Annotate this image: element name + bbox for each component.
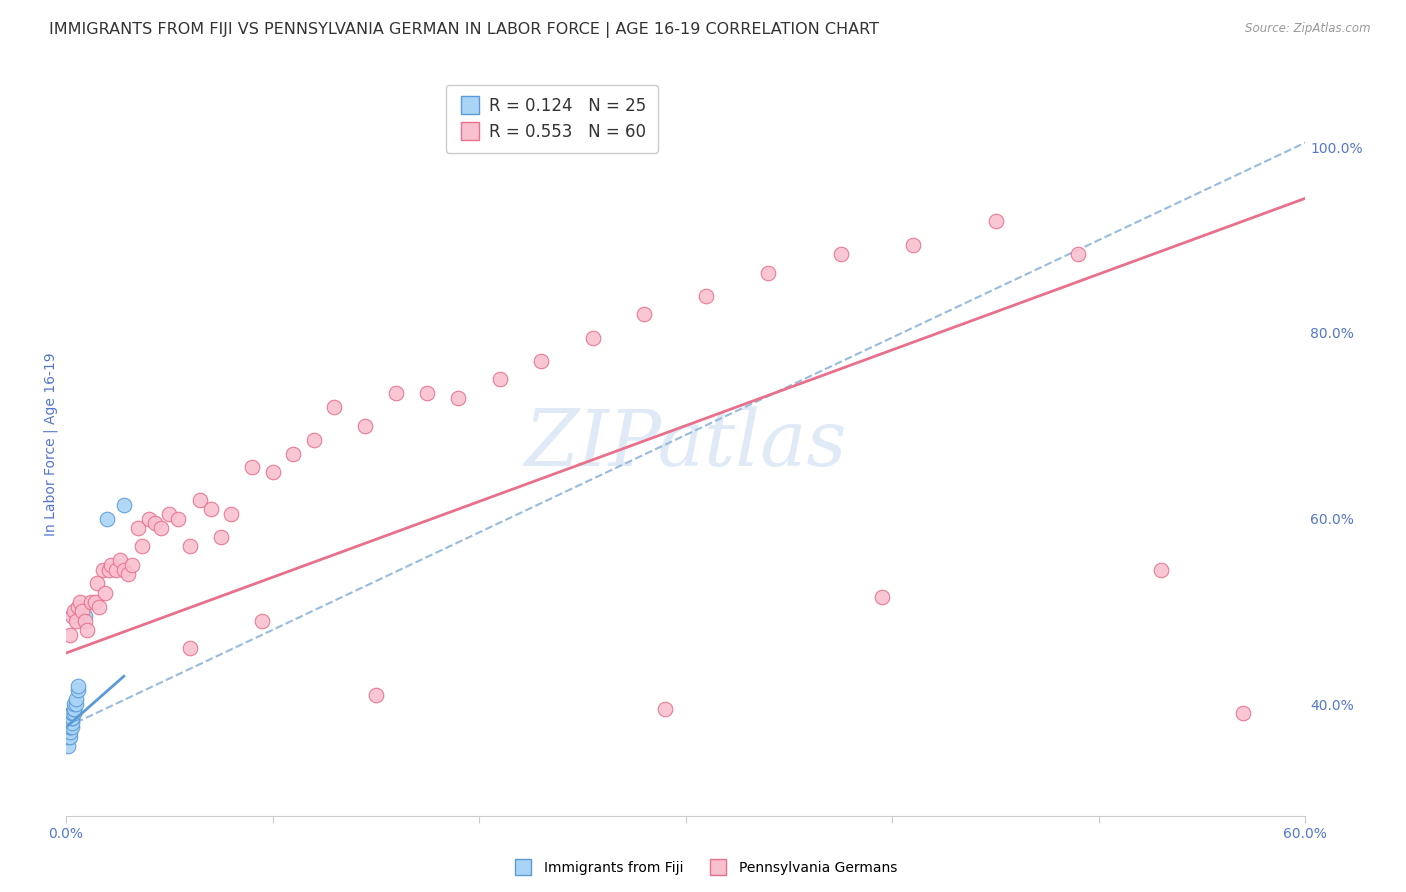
Point [59, 715, 82, 730]
Point [60, 609, 83, 624]
Point [60, 706, 83, 721]
Point [67, 683, 90, 698]
Point [633, 307, 655, 321]
Point [830, 247, 852, 261]
Point [56, 739, 79, 753]
Point [69, 595, 91, 609]
Point [56, 720, 79, 734]
Point [143, 516, 166, 530]
Point [63, 706, 86, 721]
Point [83, 595, 105, 609]
Point [250, 614, 273, 628]
Y-axis label: In Labor Force | Age 16-19: In Labor Force | Age 16-19 [44, 352, 58, 536]
Point [200, 502, 222, 516]
Point [100, 558, 122, 572]
Point [447, 391, 470, 405]
Point [60, 711, 83, 725]
Point [91, 563, 114, 577]
Point [488, 372, 510, 386]
Point [73, 614, 96, 628]
Point [65, 614, 87, 628]
Point [416, 386, 439, 401]
Point [96, 511, 118, 525]
Point [283, 446, 305, 460]
Point [63, 604, 86, 618]
Point [60, 711, 83, 725]
Point [1232, 706, 1254, 721]
Legend: R = 0.124   N = 25, R = 0.553   N = 60: R = 0.124 N = 25, R = 0.553 N = 60 [446, 85, 658, 153]
Point [59, 720, 82, 734]
Point [240, 460, 263, 475]
Point [112, 498, 135, 512]
Point [385, 386, 408, 401]
Point [984, 214, 1007, 228]
Point [262, 465, 284, 479]
Point [323, 400, 346, 414]
Point [530, 353, 553, 368]
Point [756, 266, 779, 280]
Point [72, 604, 94, 618]
Point [1067, 247, 1090, 261]
Point [166, 511, 188, 525]
Point [654, 702, 676, 716]
Point [73, 609, 96, 624]
Point [108, 553, 131, 567]
Point [138, 511, 160, 525]
Point [59, 725, 82, 739]
Point [870, 591, 893, 605]
Point [86, 576, 108, 591]
Text: ZIPatlas: ZIPatlas [524, 406, 846, 483]
Point [179, 641, 201, 656]
Point [87, 599, 110, 614]
Point [302, 433, 325, 447]
Point [94, 586, 117, 600]
Point [219, 507, 242, 521]
Point [127, 521, 149, 535]
Point [76, 623, 98, 637]
Point [104, 563, 127, 577]
Point [65, 697, 87, 711]
Point [901, 237, 924, 252]
Point [354, 418, 377, 433]
Point [98, 563, 121, 577]
Point [188, 492, 211, 507]
Point [59, 730, 82, 744]
Text: Source: ZipAtlas.com: Source: ZipAtlas.com [1246, 22, 1371, 36]
Point [364, 688, 387, 702]
Point [63, 697, 86, 711]
Point [65, 692, 87, 706]
Point [131, 539, 153, 553]
Point [149, 521, 172, 535]
Point [67, 679, 90, 693]
Point [56, 730, 79, 744]
Point [179, 539, 201, 553]
Point [117, 567, 139, 582]
Point [59, 720, 82, 734]
Point [582, 330, 605, 344]
Point [157, 507, 180, 521]
Point [112, 563, 135, 577]
Point [60, 720, 83, 734]
Point [59, 627, 82, 641]
Point [63, 702, 86, 716]
Point [209, 530, 232, 544]
Point [60, 715, 83, 730]
Point [1150, 563, 1173, 577]
Text: IMMIGRANTS FROM FIJI VS PENNSYLVANIA GERMAN IN LABOR FORCE | AGE 16-19 CORRELATI: IMMIGRANTS FROM FIJI VS PENNSYLVANIA GER… [49, 22, 879, 38]
Point [80, 595, 103, 609]
Point [67, 599, 90, 614]
Point [63, 702, 86, 716]
Point [60, 706, 83, 721]
Point [695, 289, 717, 303]
Legend: Immigrants from Fiji, Pennsylvania Germans: Immigrants from Fiji, Pennsylvania Germa… [503, 855, 903, 880]
Point [121, 558, 143, 572]
